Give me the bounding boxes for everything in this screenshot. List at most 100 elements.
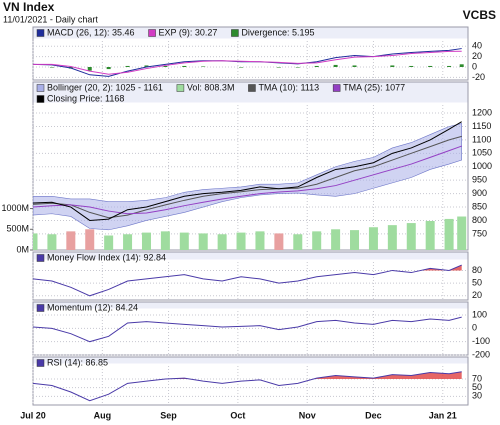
legend-label: Momentum (12): 84.24: [47, 302, 138, 312]
volume-bar: [236, 232, 246, 250]
legend-background: [33, 252, 468, 260]
legend-label: TMA (25): 1077: [343, 82, 405, 92]
divergence-bar: [144, 65, 149, 67]
series-line: [33, 371, 462, 402]
plot-area: [33, 316, 462, 343]
volume-bar: [312, 231, 322, 250]
divergence-bar: [428, 65, 433, 67]
divergence-bar: [239, 67, 244, 68]
volume-bar: [331, 229, 341, 250]
legend-swatch: [176, 84, 185, 92]
y-tick-label: 1000: [472, 161, 492, 171]
volume-bar: [457, 216, 467, 250]
y-tick-label: 50: [472, 382, 482, 392]
divergence-bar: [390, 65, 395, 67]
series-line: [33, 316, 462, 343]
y-tick-label: 850: [472, 201, 487, 211]
legend-background: [33, 302, 468, 309]
y-tick-label: 1200: [472, 107, 492, 117]
volume-bar: [217, 234, 227, 250]
plot-area: [33, 264, 462, 297]
y2-tick-label: 500M: [6, 224, 29, 234]
legend-swatch: [231, 29, 239, 37]
y-tick-label: 50: [472, 277, 482, 287]
y-tick-label: 0: [472, 323, 477, 333]
y-tick-label: 1050: [472, 148, 492, 158]
legend-swatch: [36, 359, 45, 367]
y-tick-label: 40: [472, 41, 482, 51]
y-tick-label: 750: [472, 228, 487, 238]
x-tick-label: Sep: [160, 410, 177, 420]
y-tick-label: -20: [472, 72, 485, 82]
divergence-bar: [447, 65, 452, 67]
x-tick-label: Aug: [94, 410, 112, 420]
legend-swatch: [332, 84, 341, 92]
series-line: [33, 135, 462, 219]
divergence-bar: [49, 67, 54, 68]
divergence-bar: [333, 64, 338, 67]
divergence-bar: [163, 65, 168, 67]
volume-bar: [160, 231, 170, 250]
volume-bar: [66, 231, 76, 250]
legend-background: [33, 357, 468, 364]
x-tick-label: Jul 20: [20, 410, 46, 420]
y-tick-label: 70: [472, 373, 482, 383]
legend-label: Bollinger (20, 2): 1025 - 1161: [47, 82, 163, 92]
y-tick-label: -200: [472, 349, 490, 359]
overbought-area: [420, 265, 462, 271]
y-tick-label: 900: [472, 188, 487, 198]
plot-area: [33, 48, 464, 77]
volume-bar: [350, 230, 360, 250]
series-line: [33, 145, 462, 215]
volume-bar: [274, 233, 284, 250]
y-tick-label: 1100: [472, 134, 491, 144]
legend-swatch: [36, 304, 45, 312]
divergence-bar: [106, 67, 111, 70]
volume-bar: [141, 232, 151, 250]
legend-label: Money Flow Index (14): 92.84: [47, 252, 166, 262]
y-tick-label: 80: [472, 265, 482, 275]
x-tick-label: Jan 21: [429, 410, 457, 420]
divergence-bar: [459, 64, 464, 67]
divergence-bar: [182, 65, 187, 67]
legend-swatch: [36, 29, 45, 37]
y-tick-label: 0: [472, 61, 477, 71]
series-line: [33, 264, 462, 297]
volume-bar: [293, 234, 303, 250]
volume-bar: [179, 232, 189, 250]
y-tick-label: 30: [472, 391, 482, 401]
divergence-bar: [295, 67, 300, 68]
y2-tick-label: 0M: [16, 244, 29, 254]
volume-bar: [123, 234, 133, 250]
volume-bar: [406, 223, 416, 250]
y-tick-label: 20: [472, 290, 482, 300]
divergence-bar: [125, 65, 130, 67]
y2-tick-label: 1000M: [1, 203, 29, 213]
volume-bar: [387, 225, 397, 250]
legend-swatch: [36, 95, 45, 103]
legend-label: TMA (10): 1113: [258, 82, 319, 92]
y-tick-label: 20: [472, 51, 482, 61]
y-tick-label: 800: [472, 215, 487, 225]
legend-label: RSI (14): 86.85: [47, 357, 108, 367]
chart-date: 11/01/2021 - Daily chart: [3, 14, 98, 24]
divergence-bar: [87, 67, 92, 71]
plot-area: [33, 371, 462, 402]
x-tick-label: Dec: [365, 410, 382, 420]
legend-label: Closing Price: 1168: [47, 93, 124, 103]
legend-swatch: [36, 254, 45, 262]
y-tick-label: 1150: [472, 121, 491, 131]
legend-swatch: [248, 84, 256, 92]
divergence-bar: [314, 65, 319, 67]
volume-bar: [47, 234, 57, 250]
volume-bar: [198, 233, 208, 250]
volume-bar: [104, 235, 114, 250]
legend-background: [33, 27, 468, 39]
legend-label: Vol: 808.3M: [187, 82, 235, 92]
divergence-bar: [409, 65, 414, 67]
legend-background: [33, 82, 468, 103]
panel-frame: [32, 251, 469, 301]
volume-bar: [85, 229, 95, 250]
volume-bar: [444, 218, 454, 250]
